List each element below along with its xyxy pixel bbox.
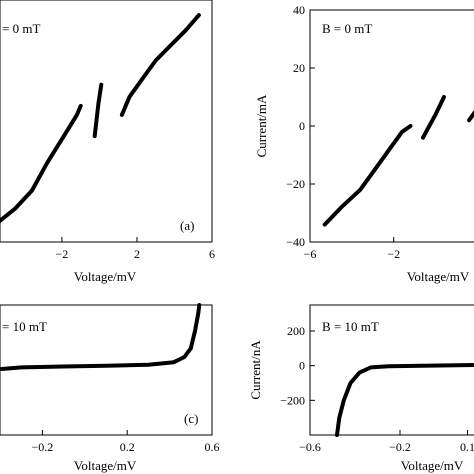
panel-b-y-tick-label: 40 xyxy=(293,3,305,17)
panel-a-x-ticks: −2 2 6 xyxy=(56,237,215,261)
panel-d-x-ticks: −0.6 −0.2 0.1 xyxy=(299,430,474,454)
panel-a-x-tick-label: 6 xyxy=(209,247,215,261)
panel-c-x-tick-label: 0.6 xyxy=(205,440,220,454)
panel-b-curve-1 xyxy=(322,124,413,227)
panel-d-curve-1 xyxy=(335,363,474,437)
panel-a-label: (a) xyxy=(180,218,194,233)
panel-b-curve-3 xyxy=(467,109,474,123)
panel-d-x-tick-label: −0.6 xyxy=(299,440,321,454)
panel-d-y-ticks: −200 0 200 xyxy=(280,324,315,407)
panel-a: −2 2 6 = 0 mT (a) Voltage/mV xyxy=(0,0,215,284)
panel-b-y-tick-label: −40 xyxy=(286,235,305,249)
panel-a-curves xyxy=(0,13,201,223)
panel-b-y-tick-label: −20 xyxy=(286,177,305,191)
panel-a-frame xyxy=(0,0,213,243)
panel-b-ylabel: Current/mA xyxy=(254,94,269,157)
panel-a-x-tick-label: 2 xyxy=(134,247,140,261)
panel-b-x-ticks: −6−22 xyxy=(304,237,400,261)
panel-c-xlabel: Voltage/mV xyxy=(74,458,137,473)
panel-d-annotation: B = 10 mT xyxy=(322,319,379,334)
panel-d-xlabel: Voltage/mV xyxy=(401,458,464,473)
panel-d-y-tick-label: 0 xyxy=(299,359,305,373)
panel-c-curves xyxy=(0,303,202,372)
panel-b-y-tick-label: 0 xyxy=(299,119,305,133)
panel-a-x-tick-label: −2 xyxy=(56,247,69,261)
panel-a-annotation: = 0 mT xyxy=(2,21,40,36)
panel-b-y-ticks: −40 −20 0 20 40 xyxy=(286,3,315,249)
panel-c-curve-1 xyxy=(0,303,202,372)
panel-d-ylabel: Current/nA xyxy=(248,340,263,400)
panel-d-x-tick-label: 0.1 xyxy=(460,440,474,454)
panel-b-frame xyxy=(309,9,474,243)
panel-d: −0.6 −0.2 0.1 −200 0 200 B = 10 mT Current/n… xyxy=(248,304,474,473)
panel-c-label: (c) xyxy=(184,411,198,426)
panel-c-annotation: = 10 mT xyxy=(2,319,47,334)
panel-c-x-tick-label: 0.2 xyxy=(120,440,135,454)
panel-b-curves xyxy=(322,95,474,227)
panel-a-curve-3 xyxy=(119,13,201,117)
panel-b-xlabel: Voltage/mV xyxy=(407,269,470,284)
panel-d-curves xyxy=(335,363,474,437)
panel-b-x-tick-label: −2 xyxy=(387,247,400,261)
panel-c-x-ticks: −0.2 0.2 0.6 xyxy=(32,430,220,454)
panel-c-x-tick-label: −0.2 xyxy=(32,440,54,454)
panel-b-annotation: B = 0 mT xyxy=(322,21,372,36)
panel-d-y-tick-label: 200 xyxy=(287,324,305,338)
panel-a-curve-1 xyxy=(0,103,83,223)
panel-a-xlabel: Voltage/mV xyxy=(74,269,137,284)
panel-d-y-tick-label: −200 xyxy=(280,393,305,407)
panel-d-x-tick-label: −0.2 xyxy=(389,440,411,454)
panel-c: −0.2 0.2 0.6 = 10 mT (c) Voltage/mV xyxy=(0,303,220,473)
panel-b-x-tick-label: −6 xyxy=(304,247,317,261)
panel-c-frame xyxy=(0,304,213,436)
panel-a-curve-2 xyxy=(92,82,104,139)
panel-b-curve-2 xyxy=(421,95,446,140)
panel-b-y-tick-label: 20 xyxy=(293,61,305,75)
